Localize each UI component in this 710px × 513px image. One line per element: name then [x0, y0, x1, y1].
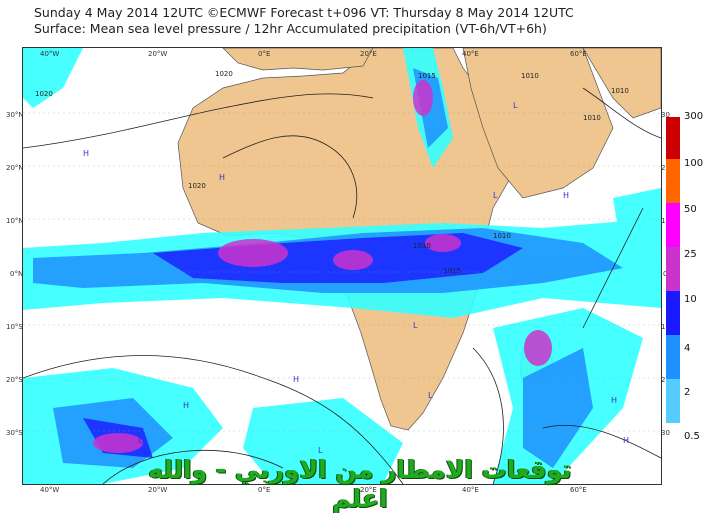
legend-swatch [666, 335, 680, 379]
low-pressure-marker: L [493, 191, 498, 200]
high-pressure-marker: H [563, 191, 569, 200]
legend-swatch [666, 291, 680, 335]
lat-tick-right: 10 [661, 323, 670, 331]
lat-tick-left: 30°S [6, 429, 23, 437]
chart-title: Sunday 4 May 2014 12UTC ©ECMWF Forecast … [34, 5, 574, 20]
landmass-asia-east [582, 48, 661, 119]
low-pressure-marker: L [318, 446, 323, 455]
lat-tick-left: 20°N [6, 164, 24, 172]
lat-tick-left: 20°S [6, 376, 23, 384]
lon-tick-top: 40°W [40, 50, 60, 58]
low-pressure-marker: L [138, 436, 143, 445]
legend-label: 2 [684, 387, 691, 398]
lon-tick-bottom: 20°W [148, 486, 168, 494]
lat-tick-right: 20 [661, 164, 670, 172]
legend-swatch [666, 379, 680, 423]
isobar-label: 1020 [35, 90, 53, 98]
lon-tick-bottom: 40°W [40, 486, 60, 494]
low-pressure-marker: L [413, 321, 418, 330]
watermark-text: توقعات الامطار من الاوربي - والله اعلم [148, 455, 572, 513]
legend-label: 4 [684, 343, 691, 354]
legend-label: 0.5 [684, 431, 700, 442]
legend-swatch [666, 117, 680, 159]
map-svg: 1020 1020 1020 1015 1010 1010 1010 1010 … [23, 48, 661, 484]
isobar-label: 1010 [413, 242, 431, 250]
legend-label: 300 [684, 111, 704, 122]
lat-tick-right: 0 [663, 270, 667, 278]
lat-tick-left: 30°N [6, 111, 24, 119]
isobar-label: 1015 [443, 267, 461, 275]
isobar-label: 1015 [418, 72, 436, 80]
lon-tick-top: 20°W [148, 50, 168, 58]
isobar-label: 1010 [521, 72, 539, 80]
legend-swatch [666, 203, 680, 247]
legend-label: 10 [684, 294, 697, 305]
isobar-label: 1010 [611, 87, 629, 95]
landmass-arabia [462, 48, 614, 199]
lat-tick-left: 10°N [6, 217, 24, 225]
legend-swatch [666, 247, 680, 291]
chart-subtitle: Surface: Mean sea level pressure / 12hr … [34, 21, 547, 36]
low-pressure-marker: L [428, 391, 433, 400]
lon-tick-top: 20°E [360, 50, 377, 58]
lat-tick-right: 30 [661, 429, 670, 437]
lon-tick-top: 40°E [462, 50, 479, 58]
high-pressure-marker: H [623, 436, 629, 445]
isobar-label: 1010 [583, 114, 601, 122]
low-pressure-marker: L [513, 101, 518, 110]
lat-tick-left: 0°N [10, 270, 24, 278]
lat-tick-right: 20 [661, 376, 670, 384]
lat-tick-left: 10°S [6, 323, 23, 331]
forecast-map: 1020 1020 1020 1015 1010 1010 1010 1010 … [22, 47, 662, 485]
high-pressure-marker: H [293, 375, 299, 384]
lon-tick-top: 0°E [258, 50, 271, 58]
high-pressure-marker: H [219, 173, 225, 182]
lat-tick-right: 10 [661, 217, 670, 225]
legend-label: 100 [684, 158, 704, 169]
lat-tick-right: 30 [661, 111, 670, 119]
legend-label: 50 [684, 204, 697, 215]
graticule [23, 112, 661, 432]
high-pressure-marker: H [183, 401, 189, 410]
lon-tick-bottom: 40°E [462, 486, 479, 494]
isobar-label: 1010 [493, 232, 511, 240]
precip-very-heavy [93, 80, 552, 453]
isobar-label: 1020 [215, 70, 233, 78]
landmass-europe [222, 48, 374, 71]
legend-swatch [666, 159, 680, 203]
lon-tick-bottom: 0°E [258, 486, 271, 494]
lon-tick-bottom: 20°E [360, 486, 377, 494]
high-pressure-marker: H [611, 396, 617, 405]
legend-label: 25 [684, 249, 697, 260]
lon-tick-top: 60°E [570, 50, 587, 58]
isobar-label: 1020 [188, 182, 206, 190]
high-pressure-marker: H [83, 149, 89, 158]
lon-tick-bottom: 60°E [570, 486, 587, 494]
isobars [23, 87, 661, 484]
